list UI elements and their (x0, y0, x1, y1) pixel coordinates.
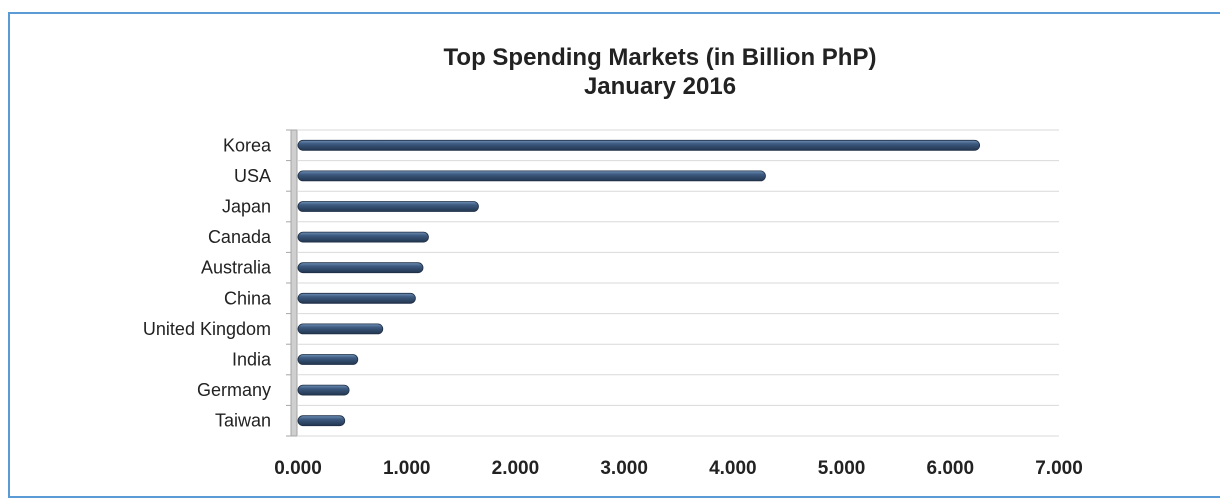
x-tick-label: 1.000 (383, 458, 431, 479)
bar-germany (297, 384, 350, 396)
bar-korea (297, 139, 981, 151)
x-tick-label: 6.000 (927, 458, 975, 479)
category-label: Taiwan (215, 411, 271, 431)
x-tick-label: 4.000 (709, 458, 757, 479)
category-label: Korea (223, 135, 272, 155)
chart-frame (8, 12, 1220, 498)
category-axis-wall (290, 129, 298, 437)
x-tick-label: 3.000 (600, 458, 648, 479)
category-label: USA (234, 166, 271, 186)
bar-china (297, 292, 416, 304)
chart-subtitle-line: January 2016 (583, 73, 737, 100)
bar-canada (297, 231, 429, 243)
bar-united-kingdom (297, 323, 384, 335)
category-label: Canada (208, 227, 272, 247)
chart-title-line: Top Spending Markets (in Billion PhP) (443, 44, 877, 71)
category-label: Germany (197, 380, 271, 400)
bar-australia (297, 262, 424, 274)
category-labels: Korea USA Japan Canada Australia China United … (143, 135, 272, 430)
category-label: China (224, 288, 272, 308)
bar-taiwan (297, 415, 346, 427)
x-tick-label: 2.000 (492, 458, 540, 479)
x-tick-labels: 0.000 1.000 2.000 3.000 4.000 5.000 6.000 7.000 (274, 458, 1083, 479)
bar-japan (297, 201, 479, 212)
x-tick-label: 5.000 (818, 458, 866, 479)
category-label: United Kingdom (143, 319, 271, 339)
chart-title: Top Spending Markets (in Billion PhP) Ja… (290, 43, 1030, 101)
bar-india (297, 354, 359, 365)
category-label: India (232, 350, 272, 370)
category-label: Japan (222, 197, 271, 217)
bars (297, 139, 981, 427)
category-label: Australia (201, 258, 272, 278)
category-axis (286, 129, 298, 437)
x-tick-label: 0.000 (274, 458, 322, 479)
x-tick-label: 7.000 (1035, 458, 1083, 479)
bar-usa (297, 170, 766, 182)
grid-lines (298, 129, 1059, 437)
